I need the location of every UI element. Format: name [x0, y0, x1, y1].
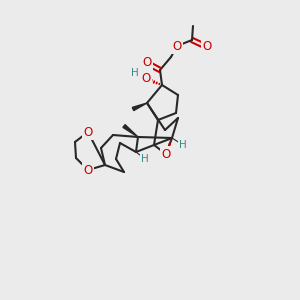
Polygon shape	[132, 103, 147, 111]
Text: O: O	[83, 125, 93, 139]
Text: O: O	[83, 164, 93, 176]
Text: O: O	[172, 40, 182, 52]
Text: O: O	[142, 56, 152, 70]
Text: H: H	[141, 154, 149, 164]
Text: O: O	[161, 148, 171, 160]
Text: O: O	[141, 73, 151, 85]
Polygon shape	[123, 124, 138, 137]
Text: H: H	[179, 140, 187, 150]
Text: O: O	[202, 40, 211, 53]
Text: H: H	[131, 68, 139, 78]
